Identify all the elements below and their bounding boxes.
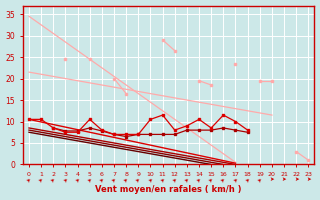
Text: ➤: ➤	[135, 176, 142, 183]
Text: ➤: ➤	[244, 176, 251, 183]
Text: ➤: ➤	[62, 176, 69, 183]
Text: ➤: ➤	[26, 176, 32, 183]
Text: ➤: ➤	[183, 176, 190, 183]
Text: ➤: ➤	[123, 176, 130, 183]
Text: ➤: ➤	[111, 176, 117, 183]
Text: ➤: ➤	[50, 176, 57, 183]
Text: ➤: ➤	[256, 176, 263, 183]
Text: ➤: ➤	[86, 176, 93, 183]
Text: ➤: ➤	[147, 176, 154, 183]
Text: ➤: ➤	[159, 176, 166, 183]
Text: ➤: ➤	[99, 176, 105, 183]
Text: ➤: ➤	[294, 176, 299, 181]
Text: ➤: ➤	[270, 176, 274, 181]
Text: ➤: ➤	[306, 176, 311, 181]
Text: ➤: ➤	[232, 176, 239, 183]
X-axis label: Vent moyen/en rafales ( km/h ): Vent moyen/en rafales ( km/h )	[95, 185, 242, 194]
Text: ➤: ➤	[172, 176, 178, 183]
Text: ➤: ➤	[220, 176, 227, 183]
Text: ➤: ➤	[38, 176, 44, 183]
Text: ➤: ➤	[208, 176, 215, 183]
Text: ➤: ➤	[196, 176, 203, 183]
Text: ➤: ➤	[282, 176, 286, 181]
Text: ➤: ➤	[74, 176, 81, 183]
